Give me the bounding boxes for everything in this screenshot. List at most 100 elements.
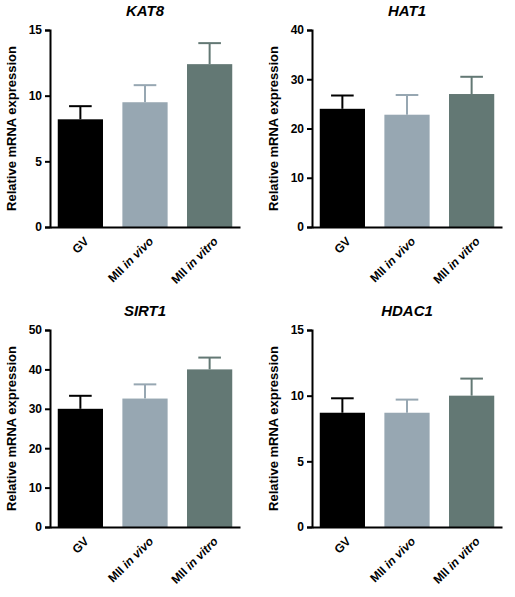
y-tick: 0 <box>297 520 312 534</box>
x-tick: MII in vitro <box>431 227 483 287</box>
y-tick-label: 40 <box>29 363 43 377</box>
x-tick-label-part: in vivo <box>379 234 418 273</box>
plot-area <box>58 358 232 527</box>
y-tick-mark <box>45 448 50 450</box>
error-bar-cap <box>331 397 354 399</box>
panel: 010203040GVMII in vivoMII in vitroHAT1Re… <box>266 2 503 287</box>
error-bar <box>134 384 157 398</box>
x-tick-label: MII in vivo <box>105 534 156 585</box>
x-tick: MII in vivo <box>367 527 418 585</box>
panel: 051015GVMII in vivoMII in vitroKAT8Relat… <box>4 2 241 287</box>
error-bar-stem <box>406 95 408 115</box>
plot-area <box>320 379 494 527</box>
error-bar-cap <box>396 94 419 96</box>
x-tick-label-part: in vitro <box>180 534 221 575</box>
y-axis-line <box>307 31 313 228</box>
y-tick: 40 <box>291 23 312 37</box>
error-bar-stem <box>144 384 146 398</box>
y-tick-mark <box>307 395 312 397</box>
error-bar <box>460 379 483 396</box>
chart-title: KAT8 <box>126 2 165 19</box>
y-tick: 10 <box>29 481 50 495</box>
x-tick-label: MII in vitro <box>169 534 221 586</box>
error-bar-stem <box>471 77 473 94</box>
error-bar <box>69 396 92 409</box>
x-tick-label-part: GV <box>331 534 353 556</box>
x-tick-label-part: GV <box>69 534 91 556</box>
x-tick-label-part: in vivo <box>379 534 418 573</box>
x-tick: MII in vivo <box>105 527 156 585</box>
y-tick-label: 10 <box>29 481 43 495</box>
y-tick-label: 30 <box>29 402 43 416</box>
bar <box>187 369 232 527</box>
x-tick-label: MII in vitro <box>169 234 221 286</box>
x-tick-label-part: in vitro <box>442 234 483 275</box>
panel: 051015GVMII in vivoMII in vitroHDAC1Rela… <box>266 302 503 587</box>
error-bar-stem <box>79 106 81 119</box>
x-tick: GV <box>69 527 91 556</box>
y-tick-label: 0 <box>297 520 304 534</box>
y-axis-title: Relative mRNA expression <box>4 46 19 211</box>
error-bar-cap <box>331 95 354 97</box>
y-tick-mark <box>45 487 50 489</box>
y-tick: 40 <box>29 363 50 377</box>
y-tick-mark <box>45 30 50 32</box>
y-tick-label: 10 <box>291 389 305 403</box>
y-tick-mark <box>45 227 50 229</box>
y-tick-mark <box>45 527 50 529</box>
y-tick: 0 <box>35 220 50 234</box>
y-tick-label: 15 <box>29 23 43 37</box>
bar <box>449 396 494 527</box>
y-tick-mark <box>307 527 312 529</box>
y-tick: 10 <box>291 171 312 185</box>
bar <box>320 109 365 227</box>
bar <box>384 115 429 227</box>
x-tick: MII in vitro <box>169 227 221 287</box>
x-tick-label: MII in vitro <box>431 234 483 286</box>
error-bar-cap <box>134 383 157 385</box>
y-tick-mark <box>45 408 50 410</box>
y-tick-label: 30 <box>291 73 305 87</box>
y-axis-line <box>307 331 313 528</box>
y-tick: 10 <box>29 89 50 103</box>
bar <box>449 94 494 227</box>
y-tick-label: 20 <box>291 122 305 136</box>
y-axis: 010203040 <box>291 23 313 234</box>
x-tick: MII in vitro <box>169 527 221 587</box>
y-axis: 0 5 10 15 <box>29 23 51 234</box>
y-tick: 15 <box>29 23 50 37</box>
error-bar <box>198 358 221 370</box>
error-bar-stem <box>209 43 211 64</box>
error-bar-stem <box>341 398 343 412</box>
y-tick: 20 <box>29 442 50 456</box>
x-tick: GV <box>331 227 353 256</box>
error-bar <box>331 398 354 412</box>
x-tick-label-part: in vitro <box>442 534 483 575</box>
y-tick-mark <box>307 330 312 332</box>
y-tick-label: 40 <box>291 23 305 37</box>
x-tick-label-part: in vivo <box>117 534 156 573</box>
y-axis: 0 5 10 15 <box>291 323 313 534</box>
y-axis: 0 10 20 30 40 50 <box>29 323 51 534</box>
error-bar <box>460 77 483 94</box>
y-tick: 15 <box>291 323 312 337</box>
y-tick-label: 0 <box>35 520 42 534</box>
x-tick-label: MII in vitro <box>431 534 483 586</box>
error-bar-cap <box>460 76 483 78</box>
x-tick-label: GV <box>69 234 91 256</box>
y-tick-label: 5 <box>35 155 42 169</box>
error-bar-stem <box>209 358 211 370</box>
y-tick-label: 15 <box>291 323 305 337</box>
panel: 01020304050GVMII in vivoMII in vitroSIRT… <box>4 302 241 587</box>
bar <box>384 413 429 527</box>
x-tick-label-part: in vivo <box>117 234 156 273</box>
y-tick-label: 50 <box>29 323 43 337</box>
x-tick-label-part: GV <box>69 234 91 256</box>
y-tick: 5 <box>297 455 312 469</box>
y-tick: 0 <box>35 520 50 534</box>
error-bar-cap <box>69 105 92 107</box>
plot-area <box>320 77 494 227</box>
y-tick: 5 <box>35 155 50 169</box>
x-axis-line <box>313 527 503 529</box>
chart-title: HAT1 <box>388 2 426 19</box>
